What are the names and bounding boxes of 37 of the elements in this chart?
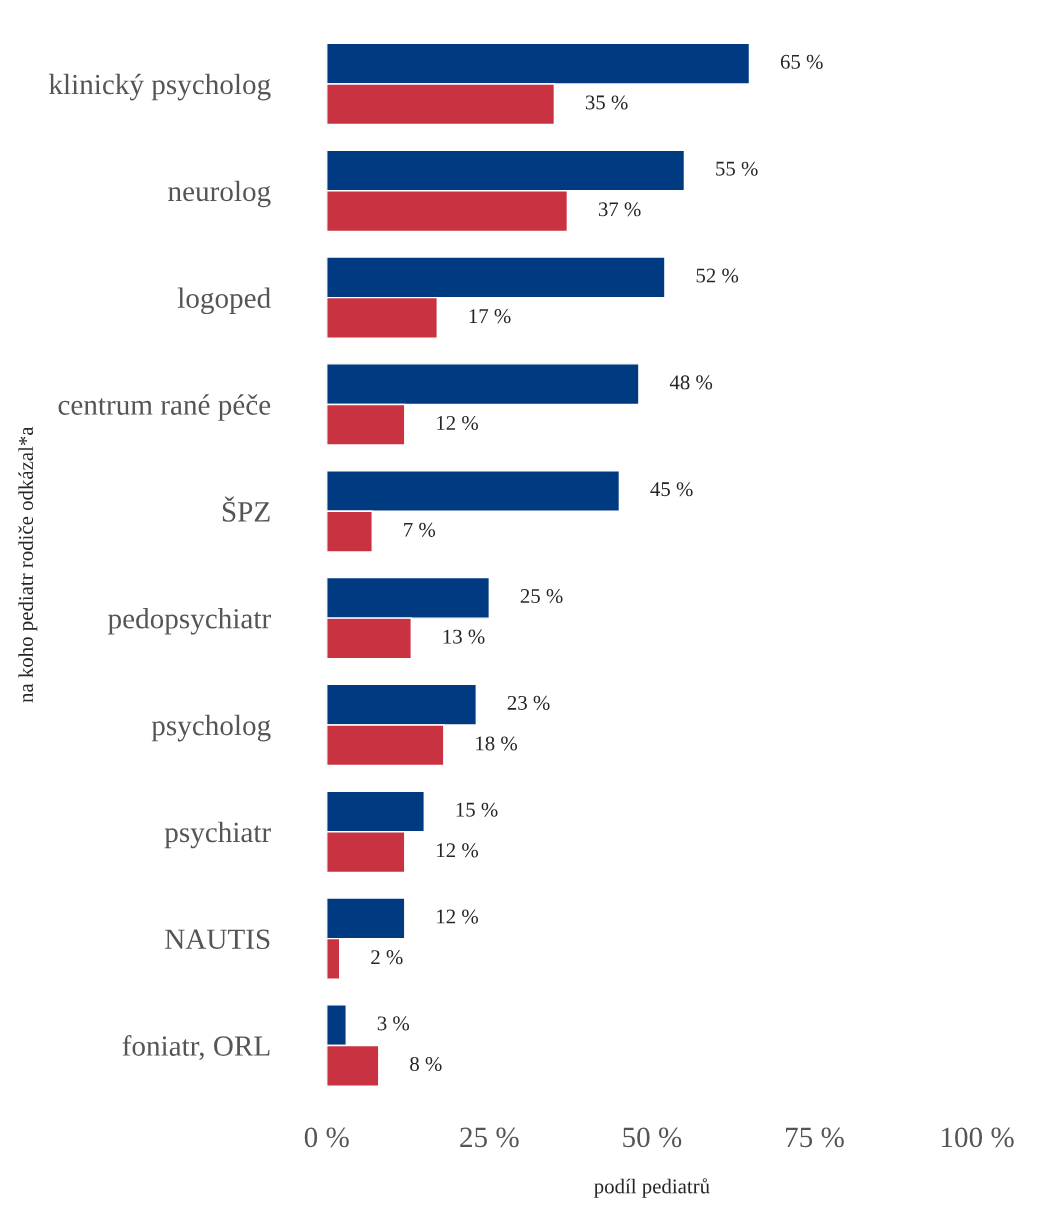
x-tick-label: 100 % bbox=[941, 1127, 1014, 1148]
x-tick-label: 50 % bbox=[623, 1127, 682, 1148]
x-tick-label: 75 % bbox=[786, 1127, 844, 1148]
x-tick-label: 25 % bbox=[460, 1127, 519, 1148]
data-label: 37 % bbox=[598, 202, 641, 217]
data-label: 2 % bbox=[371, 950, 403, 965]
data-label: 25 % bbox=[520, 588, 563, 604]
y-tick-label: pedopsychiatr bbox=[108, 608, 271, 635]
y-tick-label: centrum rané péče bbox=[58, 394, 271, 421]
data-label: 45 % bbox=[650, 482, 693, 497]
x-axis-title: podíl pediatrů bbox=[594, 1178, 710, 1198]
y-tick-label: ŠPZ bbox=[222, 496, 270, 522]
y-tick-label: klinický psycholog bbox=[48, 73, 271, 101]
y-axis-title: na koho pediatr rodiče odkázal*a bbox=[18, 426, 38, 703]
data-label: 15 % bbox=[456, 802, 498, 817]
data-label: 52 % bbox=[696, 268, 739, 283]
y-tick-label: psycholog bbox=[151, 714, 271, 742]
y-tick-label: logoped bbox=[177, 287, 271, 315]
data-label: 3 % bbox=[377, 1016, 410, 1031]
y-tick-label: neurolog bbox=[168, 180, 271, 208]
x-tick-label: 0 % bbox=[304, 1127, 349, 1148]
y-tick-label: psychiatr bbox=[164, 821, 271, 849]
data-label: 65 % bbox=[780, 54, 823, 69]
data-label: 48 % bbox=[669, 375, 713, 390]
data-label: 23 % bbox=[507, 695, 550, 710]
data-label: 7 % bbox=[404, 522, 436, 537]
data-label: 17 % bbox=[469, 309, 511, 324]
data-label: 35 % bbox=[585, 95, 628, 110]
data-label: 8 % bbox=[410, 1056, 442, 1072]
y-tick-label: NAUTIS bbox=[165, 929, 270, 950]
data-label: 12 % bbox=[437, 843, 479, 858]
data-label: 18 % bbox=[476, 736, 518, 751]
data-label: 55 % bbox=[716, 161, 758, 176]
y-tick-label: foniatr, ORL bbox=[122, 1035, 270, 1061]
data-label: 12 % bbox=[437, 415, 479, 431]
data-label: 12 % bbox=[437, 909, 479, 924]
data-label: 13 % bbox=[443, 629, 485, 644]
